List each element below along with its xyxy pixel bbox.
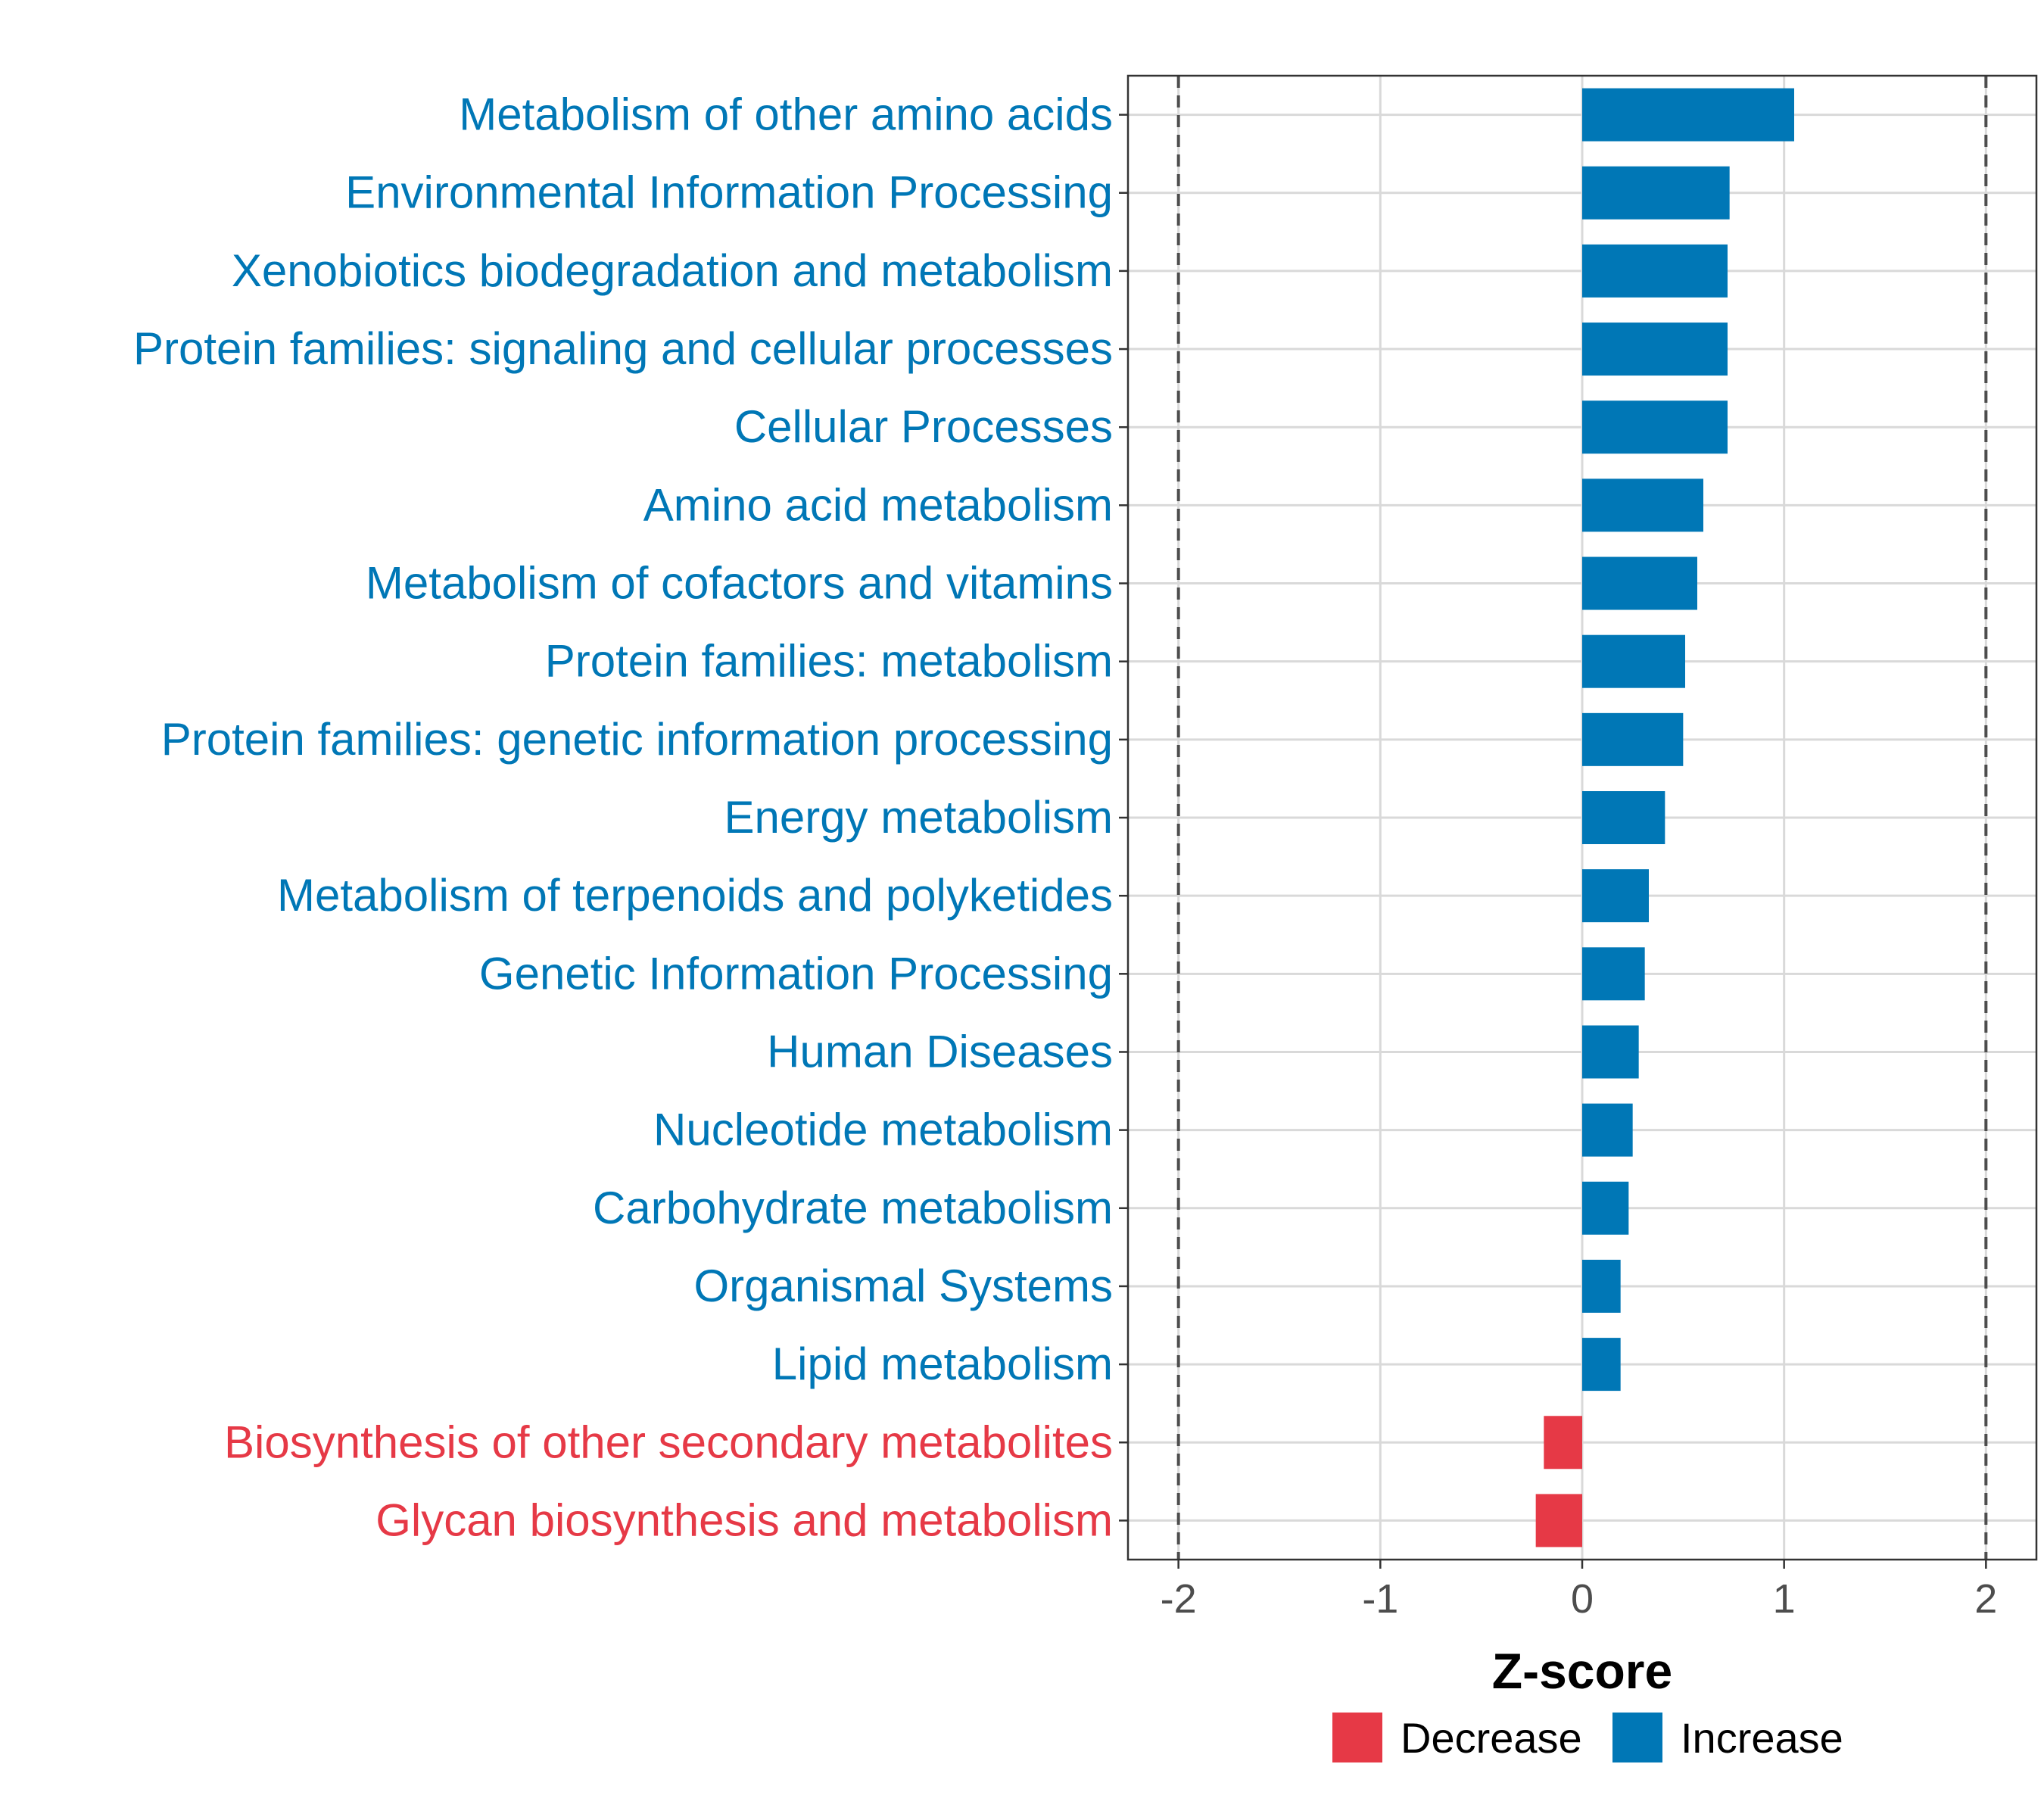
bar bbox=[1582, 869, 1649, 923]
x-tick-label: -2 bbox=[1161, 1576, 1197, 1622]
category-label: Metabolism of terpenoids and polyketides bbox=[277, 870, 1113, 921]
bar bbox=[1582, 478, 1703, 532]
legend-label-decrease: Decrease bbox=[1401, 1714, 1582, 1762]
category-label: Energy metabolism bbox=[724, 792, 1113, 843]
bar bbox=[1582, 1181, 1629, 1235]
bar bbox=[1582, 1025, 1639, 1079]
x-axis-ticks: -2 -1 0 1 2 bbox=[1161, 1560, 1997, 1622]
bar bbox=[1582, 791, 1665, 844]
bar bbox=[1582, 556, 1697, 610]
bar bbox=[1582, 947, 1645, 1001]
bar bbox=[1582, 1259, 1621, 1313]
category-label: Protein families: genetic information pr… bbox=[161, 714, 1113, 765]
x-tick-label: 0 bbox=[1571, 1576, 1594, 1622]
bar bbox=[1544, 1416, 1582, 1469]
category-label: Carbohydrate metabolism bbox=[593, 1183, 1113, 1233]
category-label: Amino acid metabolism bbox=[643, 479, 1113, 530]
legend-swatch-decrease bbox=[1332, 1713, 1382, 1762]
category-label: Protein families: signaling and cellular… bbox=[133, 323, 1113, 374]
bar bbox=[1582, 1103, 1633, 1157]
legend-swatch-increase bbox=[1612, 1713, 1662, 1762]
category-label: Cellular Processes bbox=[734, 401, 1113, 452]
category-label: Nucleotide metabolism bbox=[653, 1105, 1113, 1155]
legend: Decrease Increase bbox=[1332, 1713, 1843, 1762]
category-label: Metabolism of other amino acids bbox=[459, 89, 1113, 140]
category-label: Protein families: metabolism bbox=[545, 636, 1113, 687]
bar bbox=[1582, 88, 1794, 142]
category-label: Glycan biosynthesis and metabolism bbox=[375, 1494, 1113, 1545]
legend-label-increase: Increase bbox=[1681, 1714, 1843, 1762]
category-label: Organismal Systems bbox=[694, 1261, 1113, 1311]
bar bbox=[1582, 244, 1728, 298]
bar-layer bbox=[1535, 88, 1794, 1547]
x-axis-title: Z-score bbox=[1492, 1643, 1672, 1699]
category-label: Biosynthesis of other secondary metaboli… bbox=[224, 1417, 1113, 1467]
bar bbox=[1582, 1338, 1621, 1392]
category-label: Xenobiotics biodegradation and metabolis… bbox=[232, 245, 1113, 296]
category-label: Lipid metabolism bbox=[772, 1339, 1113, 1389]
category-label-layer: Metabolism of other amino acids Environme… bbox=[133, 89, 1128, 1545]
bar bbox=[1582, 323, 1728, 376]
bar bbox=[1582, 634, 1685, 688]
x-tick-label: -1 bbox=[1362, 1576, 1398, 1622]
bar bbox=[1582, 400, 1728, 454]
bar bbox=[1582, 712, 1684, 766]
reference-line-layer bbox=[1176, 76, 1988, 1560]
category-label: Metabolism of cofactors and vitamins bbox=[366, 558, 1113, 609]
x-tick-label: 1 bbox=[1773, 1576, 1796, 1622]
category-label: Human Diseases bbox=[767, 1026, 1113, 1077]
category-label: Genetic Information Processing bbox=[479, 948, 1113, 999]
category-label: Environmental Information Processing bbox=[345, 167, 1113, 218]
x-tick-label: 2 bbox=[1974, 1576, 1997, 1622]
bar bbox=[1535, 1494, 1582, 1547]
bar bbox=[1582, 166, 1730, 220]
